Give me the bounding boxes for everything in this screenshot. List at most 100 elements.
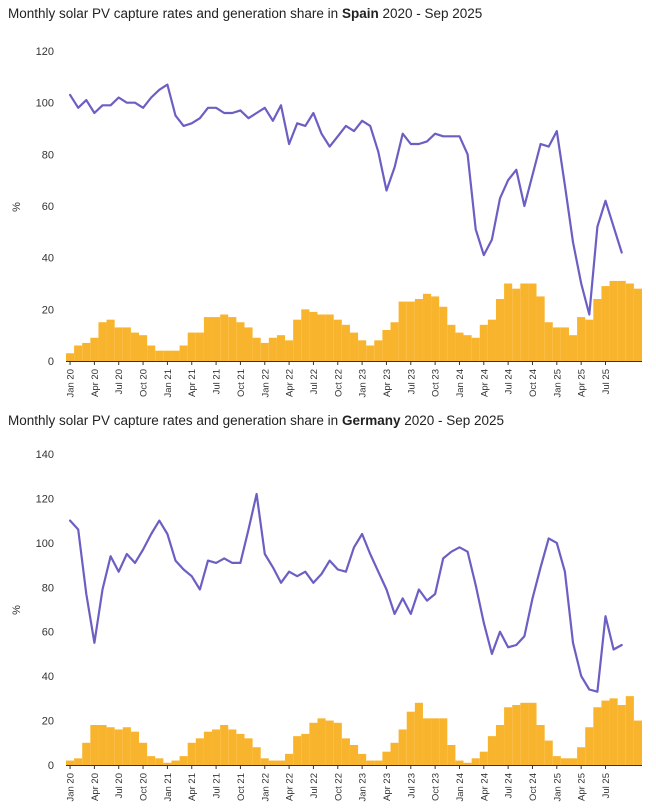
bar — [390, 742, 399, 765]
bar — [609, 280, 618, 361]
bar — [179, 345, 188, 361]
bar — [163, 350, 172, 361]
x-tick-label: Oct 20 — [139, 369, 150, 397]
bar — [236, 733, 245, 765]
x-tick-label: Jul 23 — [406, 369, 417, 394]
x-tick-label: Jan 22 — [260, 773, 271, 802]
bar — [171, 760, 180, 765]
x-tick-label: Apr 24 — [479, 369, 490, 397]
bar — [74, 345, 83, 361]
bar — [585, 319, 594, 361]
line-series — [68, 83, 623, 316]
bar — [228, 729, 237, 765]
x-tick-label: Oct 20 — [139, 773, 150, 801]
y-tick-label: 100 — [36, 538, 54, 550]
x-tick-label: Jan 25 — [552, 773, 563, 802]
x-tick-label: Jan 21 — [163, 773, 174, 802]
y-tick-label: 20 — [42, 304, 54, 316]
x-tick-label: Jan 25 — [552, 369, 563, 398]
bar — [520, 283, 529, 361]
bar — [536, 296, 545, 361]
x-tick-label: Oct 22 — [333, 773, 344, 801]
bar — [293, 736, 302, 765]
bar — [463, 335, 472, 361]
x-tick-label: Jan 23 — [358, 369, 369, 398]
y-tick-label: 0 — [48, 760, 54, 772]
bar — [276, 760, 286, 765]
bar — [512, 705, 521, 765]
chart-title-spain: Monthly solar PV capture rates and gener… — [8, 6, 482, 21]
bar — [374, 760, 383, 765]
bar — [163, 762, 172, 765]
bar — [617, 705, 626, 765]
bar — [309, 722, 318, 765]
x-tick-label: Jan 22 — [260, 369, 271, 398]
bar — [536, 725, 545, 765]
title-suffix: 2020 - Sep 2025 — [378, 6, 483, 21]
x-tick-label: Jul 25 — [601, 369, 612, 394]
bar — [398, 301, 407, 361]
bar — [390, 322, 399, 361]
x-tick-label: Jul 22 — [309, 369, 320, 394]
bar — [552, 327, 561, 361]
bar — [479, 751, 488, 765]
bar — [114, 327, 123, 361]
x-tick-label: Oct 21 — [236, 369, 247, 397]
x-tick-label: Apr 25 — [577, 773, 588, 801]
bar — [252, 747, 261, 765]
bar — [439, 306, 448, 361]
bar — [155, 758, 164, 765]
bar — [577, 317, 586, 361]
bar — [495, 299, 505, 361]
y-tick-label: 0 — [48, 356, 54, 368]
title-prefix: Monthly solar PV capture rates and gener… — [8, 6, 342, 21]
bar — [414, 702, 423, 765]
bar — [422, 293, 432, 361]
bar — [203, 317, 213, 361]
title-prefix: Monthly solar PV capture rates and gener… — [8, 413, 342, 428]
x-tick-label: Apr 23 — [382, 773, 393, 801]
y-tick-label: 120 — [36, 493, 54, 505]
bar — [382, 330, 391, 361]
bar — [82, 742, 91, 765]
bar — [455, 332, 464, 361]
bar — [560, 758, 569, 765]
bar — [463, 762, 472, 765]
bar — [106, 727, 115, 765]
bar — [66, 353, 75, 361]
y-tick-label: 60 — [42, 627, 54, 639]
bar — [431, 296, 440, 361]
bar — [601, 700, 610, 765]
bar — [317, 314, 326, 361]
x-tick-label: Apr 22 — [285, 369, 296, 397]
bar — [260, 758, 269, 765]
bar — [431, 718, 440, 765]
x-tick-label: Jul 20 — [114, 773, 125, 798]
bar — [349, 332, 359, 361]
x-tick-label: Jan 20 — [66, 369, 77, 398]
x-tick-label: Jan 21 — [163, 369, 174, 398]
bar — [325, 720, 334, 765]
bar — [98, 322, 107, 361]
bar — [609, 698, 618, 765]
bar — [601, 286, 610, 361]
bar — [260, 342, 269, 361]
bar — [568, 335, 578, 361]
x-tick-label: Jul 21 — [212, 773, 223, 798]
bar — [130, 332, 140, 361]
bar — [147, 345, 156, 361]
bar — [633, 288, 642, 361]
bar — [228, 317, 237, 361]
bar — [528, 702, 537, 765]
x-tick-label: Jan 20 — [66, 773, 77, 802]
x-tick-label: Apr 23 — [382, 369, 393, 397]
x-tick-label: Jul 21 — [212, 369, 223, 394]
x-tick-label: Oct 23 — [431, 773, 442, 801]
bar — [130, 731, 140, 765]
bar — [577, 747, 586, 765]
x-tick-label: Oct 24 — [528, 369, 539, 397]
line-series — [68, 492, 623, 693]
bar — [552, 756, 561, 765]
x-tick-label: Oct 21 — [236, 773, 247, 801]
bar — [187, 332, 196, 361]
